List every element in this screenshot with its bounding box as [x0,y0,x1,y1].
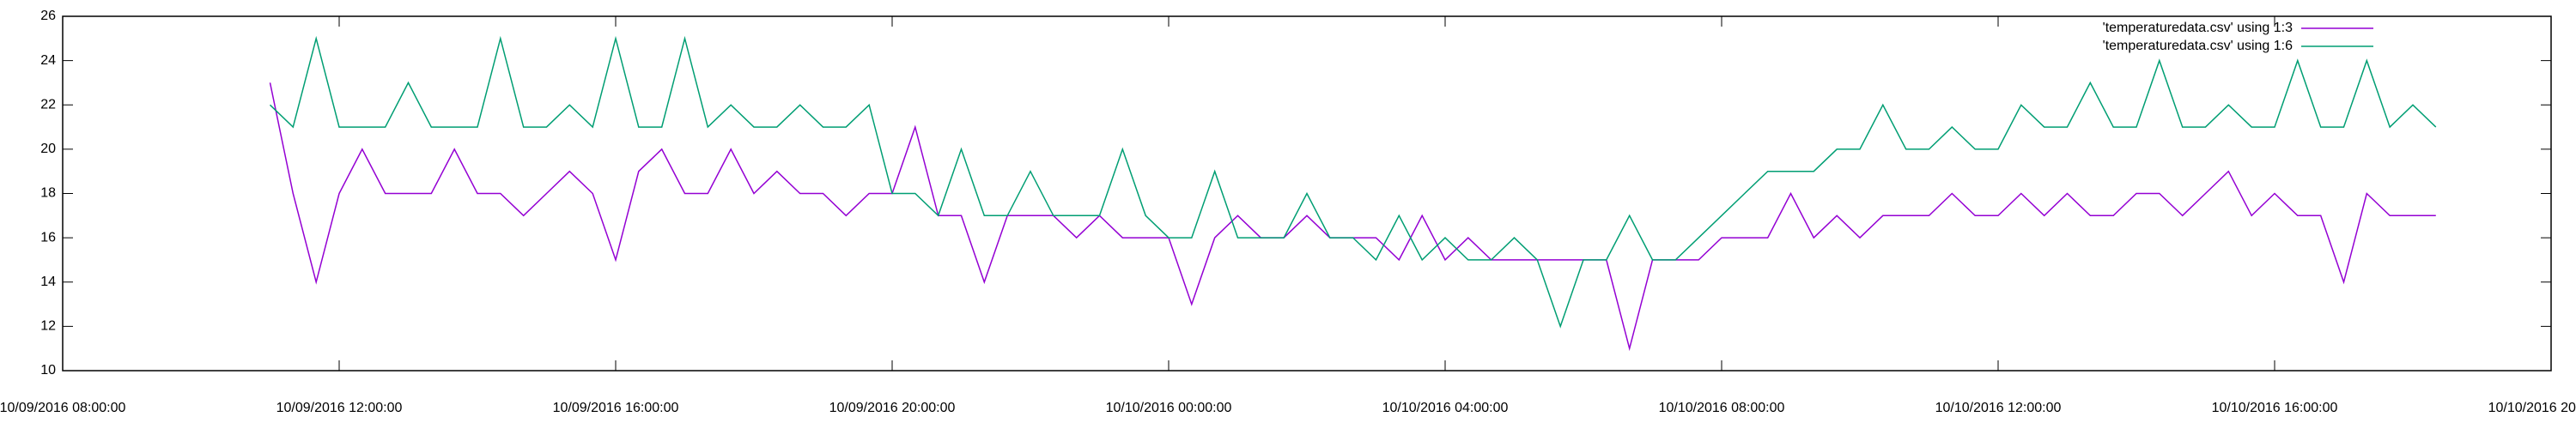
y-tick-label: 10 [40,363,56,378]
legend-label: 'temperaturedata.csv' using 1:6 [2103,39,2293,53]
x-tick-label: 10/09/2016 16:00:00 [553,401,679,415]
y-tick-label: 20 [40,142,56,156]
y-tick-label: 24 [40,53,56,68]
y-tick-label: 22 [40,97,56,112]
legend-label: 'temperaturedata.csv' using 1:3 [2103,21,2293,35]
x-tick-label: 10/09/2016 12:00:00 [276,401,403,415]
x-tick-label: 10/10/2016 12:00:00 [1935,401,2062,415]
x-tick-label: 10/10/2016 04:00:00 [1382,401,1509,415]
y-tick-label: 18 [40,186,56,201]
x-tick-label: 10/10/2016 08:00:00 [1659,401,1785,415]
series-line [269,35,2437,329]
x-tick-label: 10/09/2016 20:00:00 [829,401,956,415]
y-tick-label: 14 [40,275,56,289]
y-tick-label: 16 [40,230,56,245]
x-tick-label: 10/10/2016 20:00:00 [2488,401,2576,415]
y-tick-label: 26 [40,9,56,23]
y-tick-label: 12 [40,319,56,334]
x-tick-label: 10/09/2016 08:00:00 [0,401,126,415]
x-tick-label: 10/10/2016 16:00:00 [2212,401,2338,415]
x-tick-label: 10/10/2016 00:00:00 [1106,401,1232,415]
